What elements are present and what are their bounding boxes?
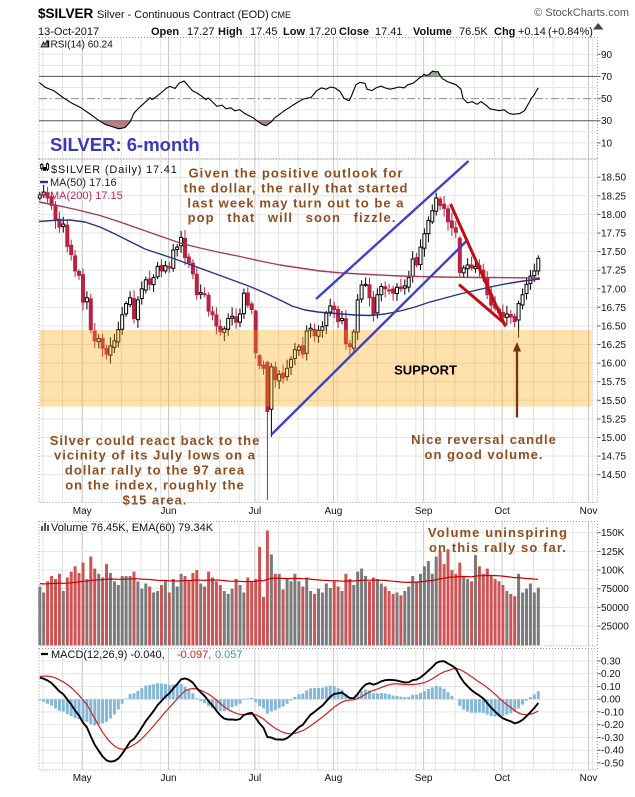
svg-text:15.25: 15.25 (601, 414, 626, 425)
svg-text:75000: 75000 (601, 584, 629, 595)
svg-text:25000: 25000 (601, 622, 629, 633)
svg-text:Given the positive outlook for: Given the positive outlook for (189, 166, 404, 181)
svg-text:vicinity of its July lows on a: vicinity of its July lows on a (54, 448, 256, 463)
svg-text:SUPPORT: SUPPORT (394, 363, 457, 378)
svg-text:on this rally so far.: on this rally so far. (429, 540, 567, 555)
svg-text:MA(50) 17.16: MA(50) 17.16 (50, 177, 117, 189)
svg-text:$15 area.: $15 area. (123, 492, 188, 507)
svg-text:Volume: Volume (413, 26, 452, 38)
svg-text:(+0.84%): (+0.84%) (548, 26, 593, 38)
svg-text:dollar rally to the 97 area: dollar rally to the 97 area (65, 463, 245, 478)
svg-text:© StockCharts.com: © StockCharts.com (534, 7, 629, 19)
svg-text:15.00: 15.00 (601, 433, 626, 444)
svg-text:0.30: 0.30 (601, 657, 621, 668)
svg-text:the dollar, the rally that sta: the dollar, the rally that started (184, 180, 409, 195)
svg-text:+0.14: +0.14 (518, 26, 546, 38)
svg-text:-0.097,: -0.097, (177, 649, 211, 661)
svg-text:15.75: 15.75 (601, 377, 626, 388)
svg-text:-0.40: -0.40 (601, 746, 624, 757)
svg-text:18.00: 18.00 (601, 210, 626, 221)
svg-text:RSI(14) 60.24: RSI(14) 60.24 (51, 40, 114, 51)
svg-text:13-Oct-2017: 13-Oct-2017 (38, 26, 99, 38)
svg-text:Sep: Sep (415, 773, 433, 784)
svg-text:50: 50 (601, 94, 613, 105)
svg-text:Oct: Oct (494, 773, 510, 784)
svg-text:pop that will soon fizzle.: pop that will soon fizzle. (188, 210, 397, 225)
svg-text:$SILVER: $SILVER (38, 6, 94, 21)
svg-text:16.25: 16.25 (601, 340, 626, 351)
svg-text:14.50: 14.50 (601, 470, 626, 481)
svg-text:Jun: Jun (160, 506, 176, 517)
svg-text:Aug: Aug (325, 506, 343, 517)
svg-text:50000: 50000 (601, 603, 629, 614)
svg-text:Nov: Nov (580, 773, 598, 784)
svg-text:Low: Low (283, 26, 305, 38)
svg-text:17.41: 17.41 (375, 26, 403, 38)
svg-text:70: 70 (601, 72, 613, 83)
svg-text:CME: CME (271, 10, 291, 20)
svg-text:SILVER: 6-month: SILVER: 6-month (50, 134, 200, 155)
svg-text:Silver - Continuous Contract (: Silver - Continuous Contract (EOD) (97, 9, 269, 21)
svg-text:76.5K: 76.5K (459, 26, 488, 38)
svg-text:17.50: 17.50 (601, 247, 626, 258)
svg-text:Volume uninspiring: Volume uninspiring (428, 525, 568, 540)
svg-text:Oct: Oct (494, 506, 510, 517)
svg-text:17.00: 17.00 (601, 284, 626, 295)
svg-text:14.75: 14.75 (601, 452, 626, 463)
svg-text:17.20: 17.20 (309, 26, 337, 38)
svg-text:-0.50: -0.50 (601, 758, 624, 769)
svg-text:17.25: 17.25 (601, 266, 626, 277)
svg-text:Silver could react back to the: Silver could react back to the (50, 433, 261, 448)
svg-text:0.20: 0.20 (601, 669, 621, 680)
svg-text:17.45: 17.45 (250, 26, 278, 38)
svg-text:0.10: 0.10 (601, 682, 621, 693)
svg-text:Jul: Jul (249, 773, 262, 784)
svg-text:-0.10: -0.10 (601, 707, 624, 718)
svg-text:16.75: 16.75 (601, 303, 626, 314)
svg-text:on good volume.: on good volume. (425, 447, 544, 462)
svg-text:10: 10 (601, 138, 613, 149)
svg-text:May: May (73, 773, 92, 784)
svg-text:-0.20: -0.20 (601, 720, 624, 731)
svg-text:15.50: 15.50 (601, 396, 626, 407)
svg-text:17.27: 17.27 (187, 26, 215, 38)
svg-text:Aug: Aug (325, 773, 343, 784)
svg-text:18.50: 18.50 (601, 173, 626, 184)
svg-text:MA(200) 17.15: MA(200) 17.15 (50, 190, 123, 202)
svg-text:last week may turn out to be a: last week may turn out to be a (187, 195, 404, 210)
svg-text:$SILVER (Daily) 17.41: $SILVER (Daily) 17.41 (51, 164, 178, 176)
svg-text:18.25: 18.25 (601, 191, 626, 202)
svg-text:Close: Close (339, 26, 369, 38)
svg-text:17.75: 17.75 (601, 229, 626, 240)
svg-text:Nov: Nov (580, 506, 598, 517)
svg-text:MACD(12,26,9) -0.040,: MACD(12,26,9) -0.040, (51, 649, 165, 661)
svg-text:0.00: 0.00 (601, 695, 621, 706)
svg-text:Open: Open (151, 26, 179, 38)
svg-text:30: 30 (601, 116, 613, 127)
svg-text:on the index, roughly the: on the index, roughly the (65, 478, 245, 493)
svg-text:Jul: Jul (249, 506, 262, 517)
svg-text:125K: 125K (601, 547, 625, 558)
svg-text:0.057: 0.057 (215, 649, 243, 661)
svg-text:-0.30: -0.30 (601, 733, 624, 744)
svg-text:150K: 150K (601, 528, 625, 539)
svg-text:90: 90 (601, 50, 613, 61)
svg-text:Nice reversal candle: Nice reversal candle (411, 432, 557, 447)
svg-text:Volume 76.45K, EMA(60) 79.34K: Volume 76.45K, EMA(60) 79.34K (51, 522, 214, 534)
svg-text:High: High (218, 26, 243, 38)
svg-text:100K: 100K (601, 566, 625, 577)
svg-text:16.50: 16.50 (601, 321, 626, 332)
svg-text:Sep: Sep (415, 506, 433, 517)
svg-text:May: May (73, 506, 92, 517)
svg-text:Jun: Jun (160, 773, 176, 784)
svg-text:Chg: Chg (494, 26, 515, 38)
svg-text:16.00: 16.00 (601, 359, 626, 370)
